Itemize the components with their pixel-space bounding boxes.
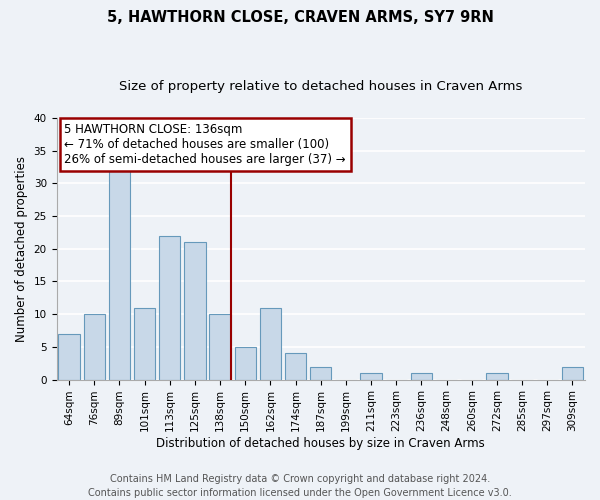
Bar — [134, 308, 155, 380]
Bar — [562, 366, 583, 380]
Bar — [109, 164, 130, 380]
Bar — [209, 314, 231, 380]
Bar — [159, 236, 181, 380]
X-axis label: Distribution of detached houses by size in Craven Arms: Distribution of detached houses by size … — [157, 437, 485, 450]
Bar — [361, 373, 382, 380]
Bar — [58, 334, 80, 380]
Text: Contains HM Land Registry data © Crown copyright and database right 2024.
Contai: Contains HM Land Registry data © Crown c… — [88, 474, 512, 498]
Bar — [235, 347, 256, 380]
Bar — [285, 354, 306, 380]
Text: 5, HAWTHORN CLOSE, CRAVEN ARMS, SY7 9RN: 5, HAWTHORN CLOSE, CRAVEN ARMS, SY7 9RN — [107, 10, 493, 25]
Bar — [83, 314, 105, 380]
Bar — [184, 242, 206, 380]
Title: Size of property relative to detached houses in Craven Arms: Size of property relative to detached ho… — [119, 80, 523, 93]
Y-axis label: Number of detached properties: Number of detached properties — [15, 156, 28, 342]
Bar — [411, 373, 432, 380]
Bar — [260, 308, 281, 380]
Text: 5 HAWTHORN CLOSE: 136sqm
← 71% of detached houses are smaller (100)
26% of semi-: 5 HAWTHORN CLOSE: 136sqm ← 71% of detach… — [64, 123, 346, 166]
Bar — [310, 366, 331, 380]
Bar — [486, 373, 508, 380]
